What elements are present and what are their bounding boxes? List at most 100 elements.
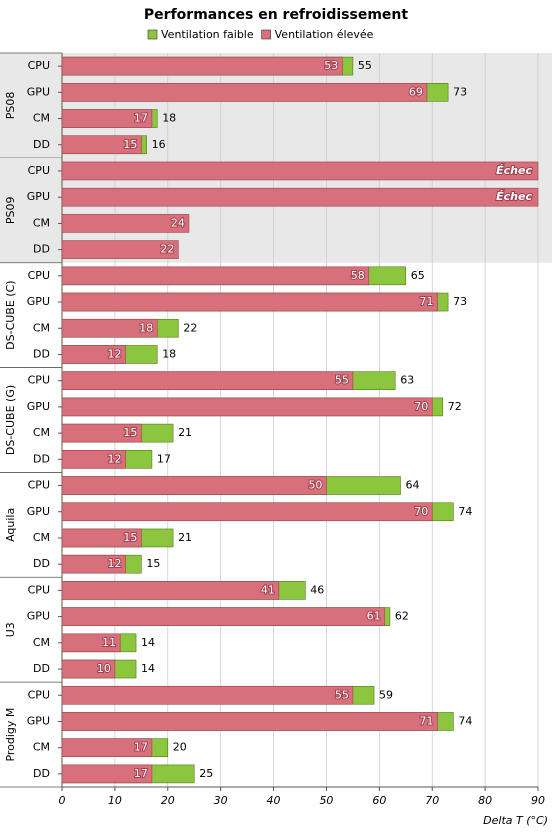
bar (61, 581, 280, 600)
y-tick-label: DD (33, 662, 50, 675)
x-tick-label: 0 (59, 794, 66, 807)
legend-swatch (147, 29, 158, 40)
data-label: 15 (123, 138, 137, 151)
bar (61, 712, 438, 731)
data-label: 10 (97, 662, 111, 675)
y-tick-label: CM (33, 741, 50, 754)
data-label: 55 (335, 374, 349, 387)
y-tick-label: CPU (28, 479, 50, 492)
y-tick-label: DD (33, 452, 50, 465)
data-label: 15 (123, 426, 137, 439)
data-label: 62 (395, 610, 409, 623)
x-tick-label: 50 (319, 794, 333, 807)
data-label: 46 (310, 583, 324, 596)
y-tick-label: CPU (28, 164, 50, 177)
bar (61, 318, 158, 338)
x-tick-label: 20 (161, 794, 175, 807)
bar (61, 83, 428, 102)
bar (61, 685, 354, 705)
data-label: 63 (400, 374, 414, 387)
data-label: 73 (453, 85, 467, 98)
legend-swatch (261, 29, 271, 40)
y-tick-label: CM (33, 112, 50, 125)
x-tick-label: 60 (372, 794, 386, 807)
group-label: PS08 (4, 92, 17, 120)
x-tick-label: 40 (267, 794, 281, 807)
x-axis-label: Delta T (°C) (483, 814, 548, 827)
data-label: 70 (414, 505, 428, 518)
y-tick-label: CM (33, 216, 50, 229)
data-label: 18 (162, 112, 176, 125)
data-label: 50 (308, 479, 322, 492)
group-label: DS-CUBE (G) (4, 385, 17, 455)
data-label: 25 (199, 767, 213, 780)
x-tick-label: 70 (425, 794, 439, 807)
y-tick-label: CM (33, 426, 50, 439)
y-tick-label: CPU (28, 688, 50, 701)
data-label: 17 (157, 452, 171, 465)
data-label: 74 (458, 714, 472, 727)
data-label: 22 (160, 243, 174, 256)
bar (61, 423, 142, 443)
data-label: 18 (139, 321, 153, 334)
y-tick-label: GPU (27, 505, 50, 518)
data-label: 58 (351, 269, 365, 282)
data-label: 71 (420, 714, 434, 727)
bar (61, 450, 126, 469)
bar (61, 607, 385, 626)
data-label: 61 (367, 610, 381, 623)
x-tick-label: 80 (478, 794, 492, 807)
data-label: 14 (141, 662, 155, 675)
y-tick-label: GPU (27, 85, 50, 98)
y-tick-label: GPU (27, 714, 50, 727)
data-label: 65 (411, 269, 425, 282)
y-tick-label: GPU (27, 295, 50, 308)
data-label: 12 (107, 452, 121, 465)
data-label: 21 (178, 426, 192, 439)
data-label: 14 (141, 636, 155, 649)
data-label: 71 (420, 295, 434, 308)
y-tick-label: GPU (27, 610, 50, 623)
y-tick-label: CPU (28, 59, 50, 72)
bar (61, 266, 370, 286)
data-label: Échec (496, 164, 532, 177)
bar (61, 345, 126, 364)
data-label: 72 (448, 400, 462, 413)
bar (61, 240, 179, 259)
data-label: 22 (183, 321, 197, 334)
y-tick-label: DD (33, 243, 50, 256)
group-label: DS-CUBE (C) (4, 280, 17, 349)
y-tick-label: DD (33, 138, 50, 151)
data-label: 41 (261, 583, 275, 596)
bar (61, 135, 142, 155)
bar (61, 738, 153, 757)
bar (61, 109, 153, 128)
y-tick-label: CM (33, 531, 50, 544)
failed-bar (61, 187, 539, 207)
data-label: 53 (324, 59, 338, 72)
bar (61, 292, 438, 312)
data-label: 20 (173, 741, 187, 754)
data-label: 73 (453, 295, 467, 308)
y-tick-label: CPU (28, 374, 50, 387)
data-label: 55 (335, 688, 349, 701)
data-label: 24 (171, 216, 185, 229)
y-tick-label: CM (33, 636, 50, 649)
group-label: Aquila (4, 508, 17, 542)
y-tick-label: DD (33, 557, 50, 570)
data-label: 17 (134, 112, 148, 125)
x-tick-label: 30 (214, 794, 228, 807)
bar (61, 502, 433, 522)
bar (61, 633, 121, 653)
y-tick-label: DD (33, 767, 50, 780)
data-label: Échec (496, 190, 532, 203)
data-label: 11 (102, 636, 116, 649)
y-tick-label: DD (33, 347, 50, 360)
x-tick-label: 10 (108, 794, 122, 807)
y-tick-label: CPU (28, 269, 50, 282)
data-label: 15 (123, 531, 137, 544)
y-tick-label: CM (33, 321, 50, 334)
bar (61, 56, 343, 76)
data-label: 74 (458, 505, 472, 518)
y-tick-label: GPU (27, 400, 50, 413)
